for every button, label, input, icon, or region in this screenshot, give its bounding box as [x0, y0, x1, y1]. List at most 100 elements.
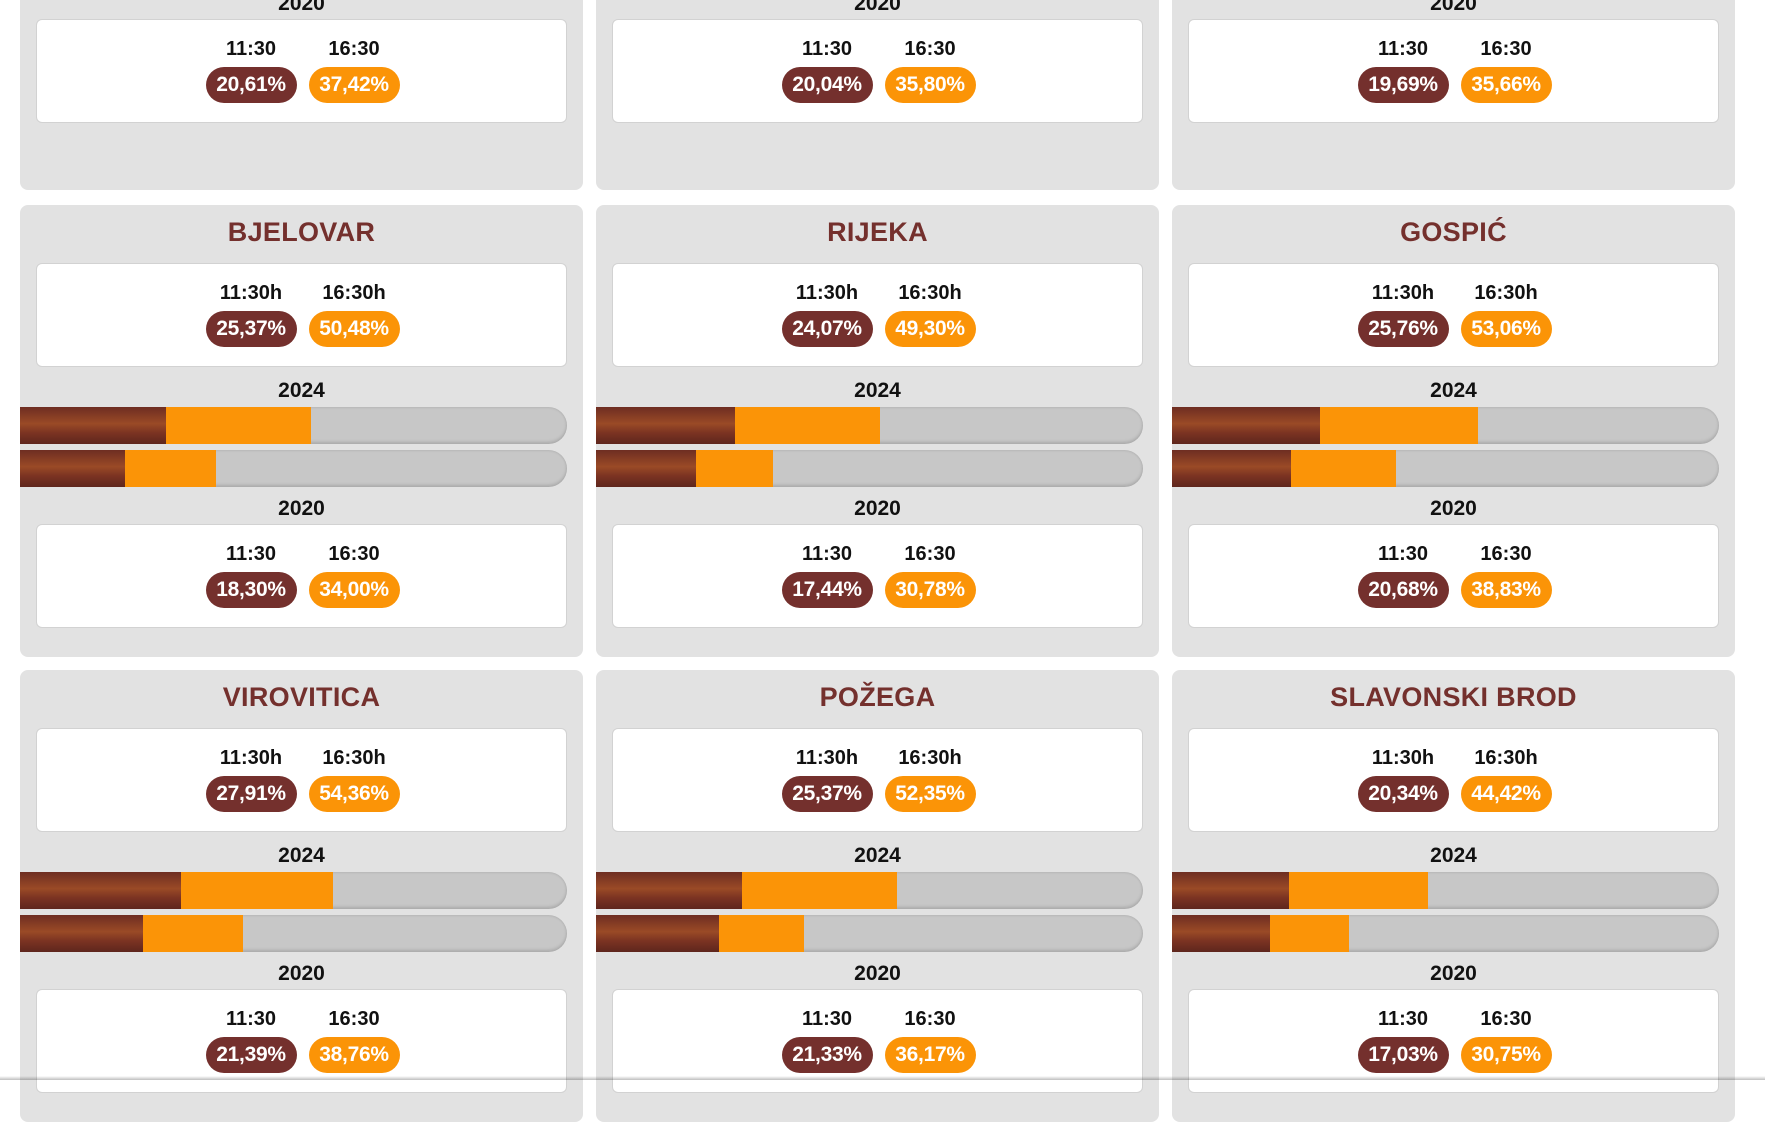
turnout-badge-1130: 20,04%	[781, 67, 873, 103]
county-card: VIROVITICA 11:30h 16:30h 27,91% 54,36% 2024 20…	[20, 670, 583, 1122]
turnout-badge-1630: 52,35%	[884, 776, 976, 812]
turnout-card-grid: 2020 11:30 16:30 20,61% 37,42% 2020 11:30 16:30…	[20, 0, 1735, 1122]
turnout-badge-1630: 30,75%	[1460, 1037, 1552, 1073]
year-label-2024: 2024	[278, 844, 325, 867]
year-label-2024: 2024	[854, 379, 901, 402]
turnout-badge-1630: 38,83%	[1460, 572, 1552, 608]
turnout-badge-1130: 20,34%	[1357, 776, 1449, 812]
county-name: RIJEKA	[827, 217, 928, 247]
turnout-2024-box: 11:30h 16:30h 25,76% 53,06%	[1188, 263, 1719, 367]
turnout-fill-1130	[596, 450, 697, 487]
year-label-2024: 2024	[854, 844, 901, 867]
turnout-fill-1130	[20, 872, 181, 909]
turnout-bar-2020	[20, 450, 567, 487]
county-card: RIJEKA 11:30h 16:30h 24,07% 49,30% 2024 2020 11…	[596, 205, 1159, 657]
turnout-fill-1130	[1172, 450, 1292, 487]
county-name: VIROVITICA	[222, 682, 381, 712]
turnout-badge-1130: 20,61%	[205, 67, 297, 103]
time-label-1130: 11:30h	[795, 282, 859, 304]
time-label-1630: 16:30	[1480, 543, 1532, 565]
county-card: BJELOVAR 11:30h 16:30h 25,37% 50,48% 2024 2020…	[20, 205, 583, 657]
county-name: POŽEGA	[819, 682, 936, 712]
turnout-2020-box: 11:30 16:30 17,03% 30,75%	[1188, 989, 1719, 1093]
time-label-1630: 16:30h	[898, 747, 962, 769]
year-label-2024: 2024	[1430, 379, 1477, 402]
year-label-2020: 2020	[1430, 0, 1477, 15]
time-label-1130: 11:30h	[219, 282, 283, 304]
time-label-1630: 16:30h	[322, 747, 386, 769]
year-label-2020: 2020	[854, 962, 901, 985]
turnout-bar-2020	[1172, 915, 1719, 952]
county-name: GOSPIĆ	[1400, 217, 1507, 247]
turnout-badge-1630: 30,78%	[884, 572, 976, 608]
turnout-badge-1130: 18,30%	[205, 572, 297, 608]
time-label-1630: 16:30	[328, 1008, 380, 1030]
time-label-1630: 16:30	[904, 543, 956, 565]
turnout-2020-box: 11:30 16:30 17,44% 30,78%	[612, 524, 1143, 628]
turnout-badge-1130: 25,37%	[205, 311, 297, 347]
turnout-badge-1630: 37,42%	[308, 67, 400, 103]
turnout-badge-1630: 49,30%	[884, 311, 976, 347]
turnout-bar-2024	[20, 407, 567, 444]
time-label-1130: 11:30	[1377, 543, 1429, 565]
turnout-badge-1130: 21,33%	[781, 1037, 873, 1073]
time-label-1630: 16:30h	[1474, 747, 1538, 769]
year-label-2024: 2024	[1430, 844, 1477, 867]
turnout-bar-2020	[596, 915, 1143, 952]
time-label-1630: 16:30	[1480, 38, 1532, 60]
turnout-badge-1130: 17,44%	[781, 572, 873, 608]
year-label-2020: 2020	[854, 497, 901, 520]
turnout-badge-1630: 53,06%	[1460, 311, 1552, 347]
turnout-badge-1630: 38,76%	[308, 1037, 400, 1073]
turnout-badge-1130: 19,69%	[1357, 67, 1449, 103]
turnout-bar-2024	[596, 407, 1143, 444]
county-card: 2020 11:30 16:30 19,69% 35,66%	[1172, 0, 1735, 190]
turnout-badge-1130: 21,39%	[205, 1037, 297, 1073]
county-card: POŽEGA 11:30h 16:30h 25,37% 52,35% 2024 2020 11…	[596, 670, 1159, 1122]
turnout-badge-1130: 27,91%	[205, 776, 297, 812]
year-label-2020: 2020	[278, 0, 325, 15]
turnout-2024-box: 11:30h 16:30h 24,07% 49,30%	[612, 263, 1143, 367]
year-label-2020: 2020	[278, 497, 325, 520]
time-label-1630: 16:30	[328, 543, 380, 565]
time-label-1630: 16:30	[904, 1008, 956, 1030]
time-label-1130: 11:30	[225, 1008, 277, 1030]
turnout-2020-box: 11:30 16:30 20,61% 37,42%	[36, 19, 567, 123]
turnout-bar-2024	[1172, 407, 1719, 444]
turnout-2024-box: 11:30h 16:30h 27,91% 54,36%	[36, 728, 567, 832]
turnout-badge-1130: 25,76%	[1357, 311, 1449, 347]
turnout-fill-1130	[20, 450, 126, 487]
turnout-fill-1130	[20, 915, 144, 952]
turnout-2020-box: 11:30 16:30 20,04% 35,80%	[612, 19, 1143, 123]
time-label-1130: 11:30h	[795, 747, 859, 769]
turnout-fill-1130	[596, 872, 743, 909]
turnout-badge-1630: 36,17%	[884, 1037, 976, 1073]
time-label-1130: 11:30	[801, 543, 853, 565]
turnout-badge-1130: 25,37%	[781, 776, 873, 812]
turnout-badge-1630: 35,66%	[1460, 67, 1552, 103]
viewport-bottom-edge	[0, 1076, 1765, 1080]
time-label-1130: 11:30	[1377, 38, 1429, 60]
turnout-badge-1130: 20,68%	[1357, 572, 1449, 608]
turnout-bar-2020	[1172, 450, 1719, 487]
time-label-1130: 11:30h	[219, 747, 283, 769]
turnout-2020-box: 11:30 16:30 21,33% 36,17%	[612, 989, 1143, 1093]
turnout-2024-box: 11:30h 16:30h 25,37% 50,48%	[36, 263, 567, 367]
turnout-2024-box: 11:30h 16:30h 20,34% 44,42%	[1188, 728, 1719, 832]
turnout-2020-box: 11:30 16:30 18,30% 34,00%	[36, 524, 567, 628]
time-label-1630: 16:30h	[322, 282, 386, 304]
time-label-1630: 16:30	[328, 38, 380, 60]
turnout-2024-box: 11:30h 16:30h 25,37% 52,35%	[612, 728, 1143, 832]
turnout-2020-box: 11:30 16:30 20,68% 38,83%	[1188, 524, 1719, 628]
turnout-fill-1130	[1172, 872, 1290, 909]
time-label-1130: 11:30h	[1371, 747, 1435, 769]
year-label-2020: 2020	[1430, 497, 1477, 520]
turnout-fill-1130	[596, 915, 719, 952]
turnout-badge-1630: 44,42%	[1460, 776, 1552, 812]
turnout-fill-1130	[596, 407, 735, 444]
turnout-bar-2024	[596, 872, 1143, 909]
county-card: SLAVONSKI BROD 11:30h 16:30h 20,34% 44,42% 20…	[1172, 670, 1735, 1122]
time-label-1630: 16:30h	[1474, 282, 1538, 304]
turnout-badge-1630: 54,36%	[308, 776, 400, 812]
turnout-bar-2024	[20, 872, 567, 909]
